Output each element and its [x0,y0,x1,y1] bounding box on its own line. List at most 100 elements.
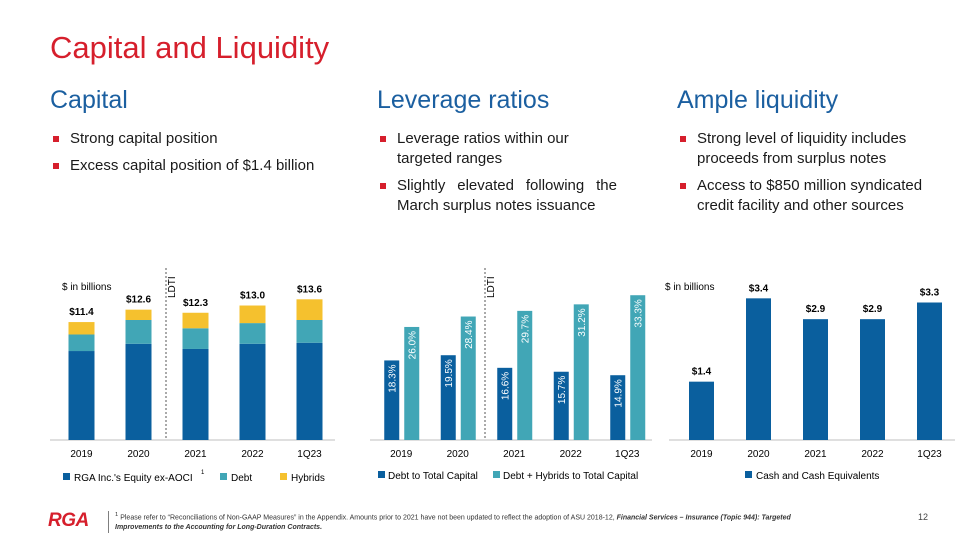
liquidity-column: Ample liquidity Strong level of liquidit… [677,86,947,223]
tick-label: 2019 [690,449,713,460]
tick-label: 2020 [747,449,770,460]
data-label: 16.6% [501,372,512,400]
tick-label: 2022 [560,449,583,460]
tick-label: 2020 [127,449,150,460]
liquidity-chart: $ in billions $1.4 2019 $3.4 2020 $2.9 2021 $2.… [663,268,955,498]
leverage-bullets: Leverage ratios within our targeted rang… [377,129,617,216]
legend-swatch [493,471,500,478]
liquidity-bullets: Strong level of liquidity includes proce… [677,129,947,216]
data-label: 15.7% [557,376,568,404]
footnote-mark: 1 [115,512,119,518]
legend-swatch [280,473,287,480]
bullet-item: Strong level of liquidity includes proce… [677,129,947,169]
unit-label: $ in billions [665,282,714,293]
footer-divider [108,511,109,533]
liquidity-heading: Ample liquidity [677,86,839,114]
data-label: $13.6 [297,284,322,295]
bar-segment [182,328,209,349]
bar-segment [182,348,209,440]
capital-column: Capital Strong capital position Excess c… [50,86,350,183]
bar-segment [125,343,152,440]
bar-segment [68,351,95,440]
bar [497,367,513,440]
bullet-item: Excess capital position of $1.4 billion [50,156,350,176]
ldti-label: LDTI [486,276,497,298]
bar [610,375,626,440]
bullet-item: Leverage ratios within our targeted rang… [377,129,617,169]
bar-segment [68,322,95,335]
bar [630,295,646,440]
bar [803,319,828,440]
data-label: $11.4 [69,307,94,318]
leverage-chart: LDTI 18.3% 26.0% 2019 19.5% 28.4% 2020 16.6% 29.… [370,268,655,498]
data-label: 26.0% [408,331,419,359]
rga-logo: RGA [48,510,89,531]
bar [573,304,589,440]
bar [460,316,476,440]
data-label: 14.9% [614,379,625,407]
capital-chart-svg: $ in billions LDTI $11.4 2019 $12.6 2020 $12.3… [50,268,335,484]
bar [404,326,420,440]
footnote: 1 Please refer to “Reconciliations of No… [115,510,835,533]
bar-segment [239,343,266,440]
bar-segment [125,320,152,344]
capital-bullets: Strong capital position Excess capital p… [50,129,350,176]
legend-label: Debt [231,473,252,484]
slide-title: Capital and Liquidity [50,30,330,65]
tick-label: 1Q23 [297,449,322,460]
bullet-item: Strong capital position [50,129,350,149]
bar-segment [125,309,152,320]
legend-swatch [220,473,227,480]
data-label: 19.5% [444,359,455,387]
legend-label: Cash and Cash Equivalents [756,471,879,482]
bar-segment [239,323,266,344]
bar [553,371,569,440]
data-label: 31.2% [577,308,588,336]
bar-segment [296,320,323,343]
data-label: $2.9 [863,304,883,315]
data-label: $12.6 [126,295,151,306]
legend-label: Debt to Total Capital [388,471,478,482]
footnote-emphasis: Financial Services – Insurance (Topic 94… [115,514,791,532]
bar [917,302,942,440]
liquidity-chart-svg: $ in billions $1.4 2019 $3.4 2020 $2.9 2021 $2.… [665,282,955,482]
bar [440,355,456,440]
legend-label: Hybrids [291,473,325,484]
data-label: $13.0 [240,291,265,302]
data-label: $1.4 [692,367,712,378]
bar-segment [239,305,266,324]
leverage-column: Leverage ratios Leverage ratios within o… [377,86,617,223]
bar-segment [182,312,209,329]
tick-label: 1Q23 [917,449,942,460]
tick-label: 2021 [503,449,526,460]
tick-label: 1Q23 [615,449,640,460]
tick-label: 2019 [70,449,93,460]
leverage-chart-svg: LDTI 18.3% 26.0% 2019 19.5% 28.4% 2020 16.6% 29.… [370,268,652,482]
tick-label: 2022 [241,449,264,460]
bullet-item: Access to $850 million syndicated credit… [677,176,947,216]
bar [746,298,771,440]
bar [860,319,885,440]
tick-label: 2021 [184,449,207,460]
data-label: 18.3% [388,364,399,392]
data-label: 29.7% [521,315,532,343]
ldti-label: LDTI [167,276,178,298]
data-label: $2.9 [806,304,826,315]
leverage-heading: Leverage ratios [377,86,550,114]
capital-chart: $ in billions LDTI $11.4 2019 $12.6 2020 $12.3… [50,268,340,498]
data-label: $3.3 [920,288,940,299]
bar-segment [296,342,323,440]
tick-label: 2020 [447,449,470,460]
unit-label: $ in billions [62,282,111,293]
bar-segment [68,334,95,352]
legend-swatch [378,471,385,478]
data-label: $3.4 [749,283,769,294]
legend-footnote-mark: 1 [201,470,205,476]
bar-segment [296,299,323,320]
data-label: 33.3% [634,299,645,327]
bullet-item: Slightly elevated following the March su… [377,176,617,216]
legend-label: Debt + Hybrids to Total Capital [503,471,638,482]
footnote-text: Please refer to “Reconciliations of Non-… [120,514,615,522]
legend-swatch [745,471,752,478]
data-label: $12.3 [183,298,208,309]
